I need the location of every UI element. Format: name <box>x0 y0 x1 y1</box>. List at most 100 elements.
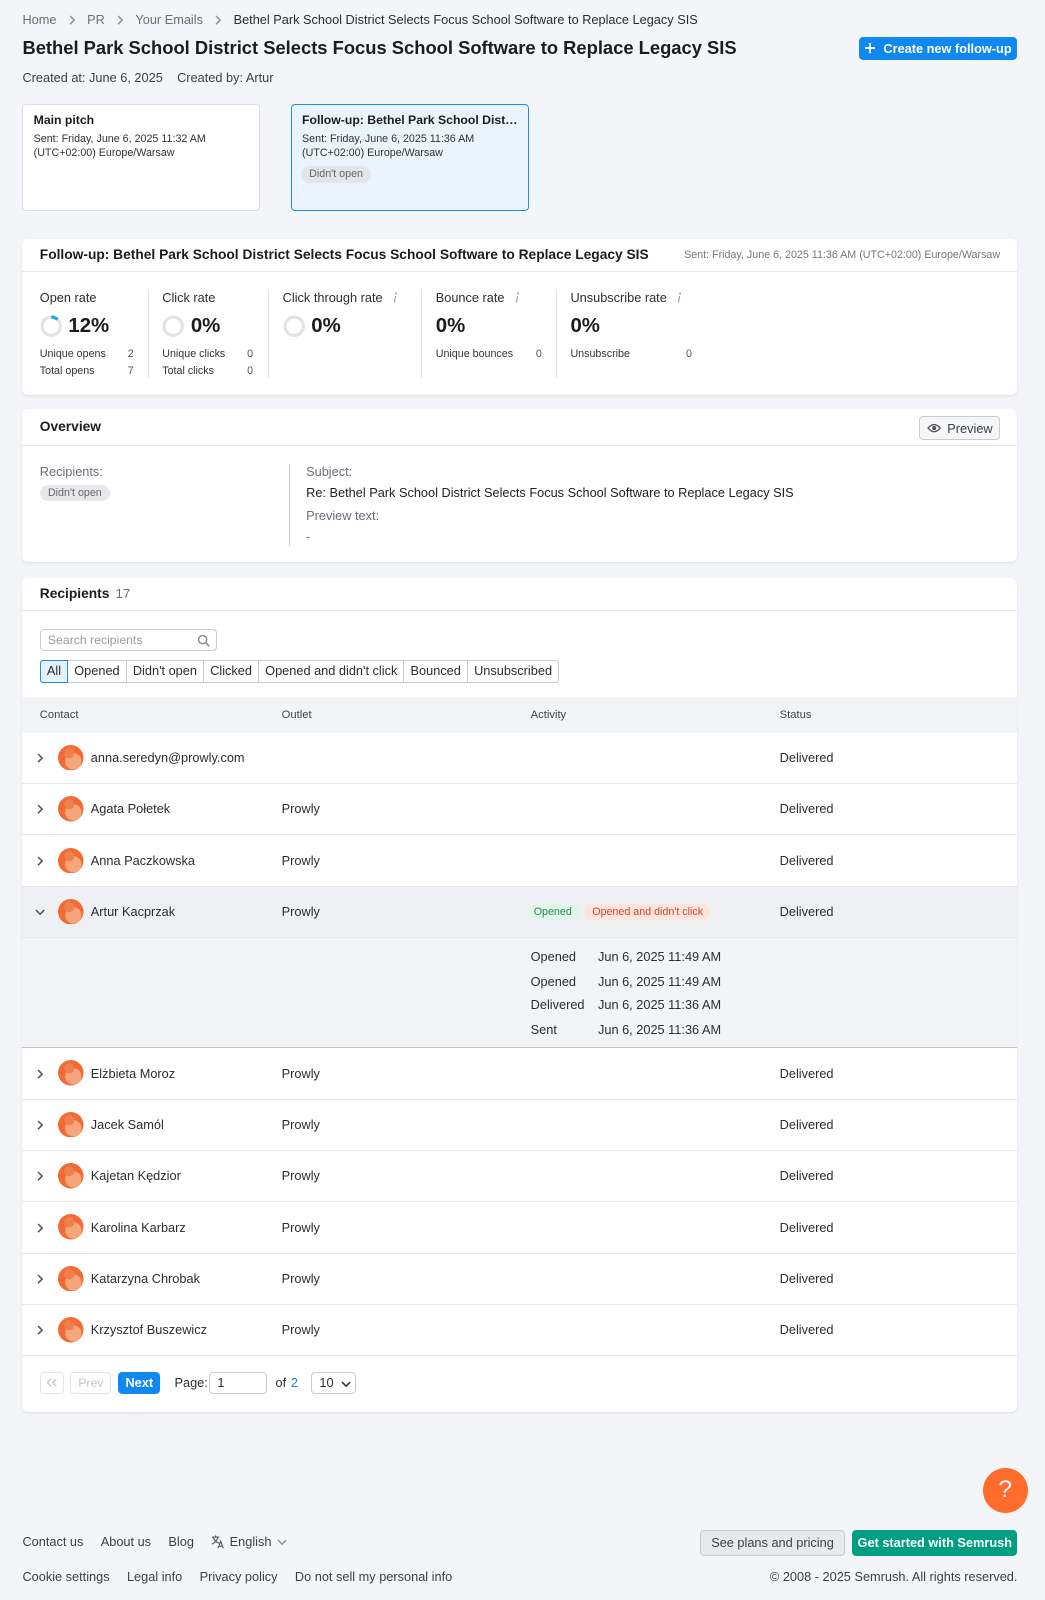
expand-chevron[interactable] <box>35 907 45 917</box>
filter-button[interactable]: Clicked <box>203 660 260 683</box>
avatar <box>58 1317 84 1343</box>
info-icon <box>515 292 519 304</box>
expand-chevron[interactable] <box>35 1171 45 1182</box>
expand-chevron[interactable] <box>35 1223 45 1233</box>
card-badge: Didn't open <box>301 166 372 183</box>
expand-chevron-part <box>37 1325 43 1336</box>
stats-title: Follow-up: Bethel Park School District S… <box>39 246 649 262</box>
avatar <box>58 1265 84 1292</box>
recipients-heading: Recipients 17 <box>40 586 130 602</box>
legal-links: Cookie settings Legal info Privacy policy D… <box>22 1569 452 1585</box>
legal-link[interactable]: Legal info <box>126 1568 183 1584</box>
page-input[interactable]: 1 <box>209 1371 268 1394</box>
recipient-row: Katarzyna Chrobak Prowly Delivered <box>22 1253 1018 1305</box>
email-card[interactable]: Follow-up: Bethel Park School Dist… Sent:… <box>290 104 529 212</box>
filter-button[interactable]: Unsubscribed <box>466 660 560 683</box>
expand-chevron-part <box>37 1223 43 1233</box>
overview-panel: Overview Preview Recipients: Didn't open Sub… <box>22 409 1018 563</box>
page-of: of <box>275 1374 287 1390</box>
card-title: Follow-up: Bethel Park School Dist… <box>302 113 518 128</box>
breadcrumb-separator-part <box>117 15 124 25</box>
expand-chevron[interactable] <box>35 1120 45 1130</box>
info-icon-part <box>679 292 682 295</box>
per-page-select[interactable]: 10 <box>311 1371 357 1394</box>
legal-link[interactable]: Do not sell my personal info <box>294 1568 453 1584</box>
expand-chevron[interactable] <box>35 1069 45 1079</box>
card-sent: Sent: Friday, June 6, 2025 11:32 AM <box>33 132 206 145</box>
avatar-part <box>64 799 75 810</box>
status: Delivered <box>779 750 834 766</box>
filter-button[interactable]: All <box>39 660 69 683</box>
breadcrumb-separator <box>69 15 75 25</box>
metric-label: Bounce rate <box>435 289 505 305</box>
divider <box>22 271 1018 273</box>
info-icon-part <box>393 296 396 304</box>
filter-button[interactable]: Opened <box>67 660 127 683</box>
detail-time: Jun 6, 2025 11:49 AM <box>597 949 722 965</box>
created-at: Created at: June 6, 2025 <box>22 70 163 86</box>
progress-ring <box>283 315 305 338</box>
footer-link[interactable]: Contact us <box>22 1533 84 1549</box>
email-card[interactable]: Main pitch Sent: Friday, June 6, 2025 11:… <box>22 104 261 212</box>
search-input[interactable]: Search recipients <box>39 628 218 652</box>
metric-row-value: 0 <box>247 347 254 360</box>
overview-divider <box>288 464 290 546</box>
footer-link[interactable]: Blog <box>168 1533 194 1549</box>
breadcrumb-item[interactable]: PR <box>87 12 105 28</box>
first-page-button[interactable] <box>39 1371 65 1394</box>
filter-button[interactable]: Didn't open <box>125 660 205 683</box>
plus-icon <box>865 43 876 54</box>
expand-chevron[interactable] <box>35 1325 45 1336</box>
expand-chevron-part <box>37 1171 43 1182</box>
detail-event: Opened <box>530 973 577 989</box>
page-input-value: 1 <box>217 1374 225 1390</box>
recipient-row: Karolina Karbarz Prowly Delivered <box>22 1202 1018 1254</box>
select-chevron <box>341 1381 351 1387</box>
progress-ring-part <box>283 315 305 338</box>
plans-button[interactable]: See plans and pricing <box>700 1529 845 1557</box>
prev-button[interactable]: Prev <box>70 1371 112 1394</box>
avatar <box>58 1111 84 1138</box>
language-chevron-part <box>277 1539 287 1545</box>
progress-ring-part <box>40 315 62 338</box>
progress-ring <box>40 315 62 338</box>
double-chevron-part <box>47 1378 58 1387</box>
status: Delivered <box>779 1116 834 1132</box>
info-icon-part <box>516 292 519 295</box>
breadcrumb-item[interactable]: Home <box>22 12 57 28</box>
button-label: Preview <box>947 420 993 436</box>
preview-button[interactable]: Preview <box>919 416 1001 440</box>
expand-chevron-part <box>37 804 43 815</box>
language-selector[interactable]: English <box>211 1534 287 1550</box>
help-button[interactable]: ? <box>982 1468 1028 1514</box>
expand-chevron[interactable] <box>35 753 45 763</box>
outlet: Prowly <box>281 1168 320 1184</box>
filter-button[interactable]: Bounced <box>403 660 468 683</box>
search-icon-part <box>197 634 208 645</box>
next-button[interactable]: Next <box>118 1371 161 1394</box>
contact-name: Krzysztof Buszewicz <box>90 1322 207 1338</box>
metric-label: Unsubscribe rate <box>570 289 667 305</box>
column-header: Status <box>779 709 812 722</box>
breadcrumb-item[interactable]: Your Emails <box>135 12 203 28</box>
activity-badge: Opened <box>526 904 579 921</box>
metric-label-wrap: Bounce rate <box>436 290 520 306</box>
contact-name: Agata Połetek <box>90 801 171 817</box>
expand-chevron[interactable] <box>35 804 45 815</box>
filter-button[interactable]: Opened and didn't click <box>258 660 405 683</box>
footer-link[interactable]: About us <box>100 1533 152 1549</box>
recipient-row: Elżbieta Moroz Prowly Delivered <box>22 1048 1018 1100</box>
expand-chevron[interactable] <box>35 1274 45 1284</box>
legal-link[interactable]: Privacy policy <box>199 1568 278 1584</box>
detail-time: Jun 6, 2025 11:36 AM <box>597 1021 722 1037</box>
get-started-button[interactable]: Get started with Semrush <box>852 1529 1018 1557</box>
contact-name: Karolina Karbarz <box>90 1219 186 1235</box>
create-follow-up-button[interactable]: Create new follow-up <box>859 36 1018 61</box>
total-pages[interactable]: 2 <box>290 1374 298 1390</box>
expand-chevron[interactable] <box>35 856 45 866</box>
outlet: Prowly <box>281 801 320 817</box>
legal-link[interactable]: Cookie settings <box>22 1568 110 1584</box>
metric-row-label: Total opens <box>39 365 95 378</box>
card-timezone: (UTC+02:00) Europe/Warsaw <box>302 146 443 159</box>
metric-value: 12% <box>68 315 110 338</box>
